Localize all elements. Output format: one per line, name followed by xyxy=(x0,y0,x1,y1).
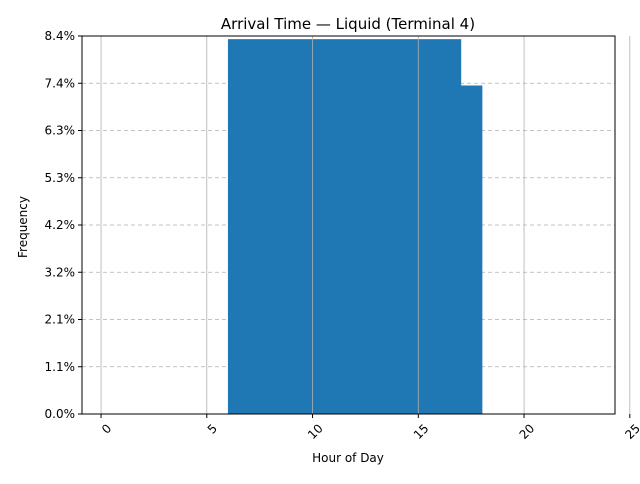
histogram-bar xyxy=(439,39,461,414)
y-tick-label: 7.4% xyxy=(45,76,76,90)
y-tick-label: 8.4% xyxy=(45,29,76,43)
y-tick-label: 5.3% xyxy=(45,171,76,185)
histogram-bar xyxy=(376,39,398,414)
histogram-bar xyxy=(270,39,292,414)
histogram-bar xyxy=(418,39,440,414)
y-tick-label: 1.1% xyxy=(45,360,76,374)
histogram-bar xyxy=(461,86,483,415)
histogram-bar xyxy=(249,39,271,414)
y-tick-label: 2.1% xyxy=(45,313,76,327)
x-axis-label: Hour of Day xyxy=(312,451,384,465)
histogram-bar xyxy=(355,39,377,414)
histogram-bar xyxy=(228,39,250,414)
y-tick-label: 4.2% xyxy=(45,218,76,232)
y-tick-label: 6.3% xyxy=(45,124,76,138)
chart-title: Arrival Time — Liquid (Terminal 4) xyxy=(221,15,475,33)
histogram-bars xyxy=(228,39,482,414)
histogram-bar xyxy=(313,39,335,414)
y-tick-label: 3.2% xyxy=(45,265,76,279)
y-tick-label: 0.0% xyxy=(45,407,76,421)
histogram-bar xyxy=(334,39,356,414)
histogram-bar xyxy=(291,39,313,414)
y-axis-label: Frequency xyxy=(16,196,30,258)
histogram-bar xyxy=(397,39,419,414)
